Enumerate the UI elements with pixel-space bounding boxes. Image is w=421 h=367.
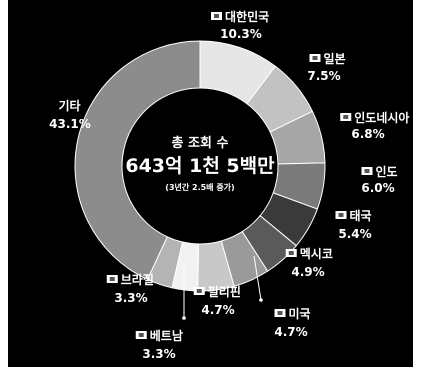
slice-label-value: 5.4% [338,227,371,241]
slice-label-name: 기타 [59,98,81,113]
jp-flag-icon [309,54,321,62]
mx-flag-icon [285,249,297,257]
ph-flag-icon [193,287,205,295]
slice-label-name: 필리핀 [208,284,241,299]
kr-flag-icon [211,12,222,20]
slice-label-value: 6.0% [361,181,394,195]
leader-line-usa-dot [259,298,263,302]
in-flag-icon [361,167,373,175]
slice-label-value: 4.7% [274,325,307,339]
slice-label-value: 4.7% [201,303,234,317]
vn-flag-icon [135,331,147,339]
slice-label-value: 10.3% [220,27,262,41]
donut-chart: 총 조회 수 643억 1천 5백만 (3년간 2.5배 증가) 대한민국 10.… [49,9,409,361]
leader-line-vietnam-dot [182,316,186,320]
center-note: (3년간 2.5배 증가) [165,182,234,192]
slice-label-name: 대한민국 [225,9,269,24]
slice-label-name: 베트남 [150,328,183,343]
slice-label-value: 3.3% [142,347,175,361]
slice-label-value: 7.5% [307,69,340,83]
slice-label-value: 43.1% [49,117,91,131]
slice-11 [74,40,201,281]
slice-labels: 대한민국 10.3% 일본 7.5% 인도네시아 6.8% 인도 6.0% 태국 5.4% 멕시코 4… [49,9,409,361]
id-flag-icon [340,113,352,121]
slice-label-name: 브라질 [121,272,154,287]
slice-label-value: 6.8% [351,127,384,141]
slice-label-name: 멕시코 [300,246,333,261]
us-flag-icon [274,309,286,317]
slices-layer [74,40,326,292]
leader-lines [182,255,263,320]
th-flag-icon [335,211,347,219]
slice-label-value: 3.3% [114,291,147,305]
leader-line-usa [253,255,262,301]
slice-label-name: 태국 [350,208,372,223]
slice-label-name: 인도네시아 [354,110,409,125]
chart-panel: 총 조회 수 643억 1천 5백만 (3년간 2.5배 증가) 대한민국 10.… [8,0,413,367]
slice-label-value: 4.9% [291,265,324,279]
slice-label-name: 인도 [376,164,398,179]
center-total-value: 643억 1천 5백만 [125,155,275,177]
br-flag-icon [106,275,118,283]
slice-label-name: 일본 [324,52,346,66]
center-title: 총 조회 수 [172,135,229,151]
slice-label-name: 미국 [289,306,311,321]
center-summary: 총 조회 수 643억 1천 5백만 (3년간 2.5배 증가) [125,135,275,192]
